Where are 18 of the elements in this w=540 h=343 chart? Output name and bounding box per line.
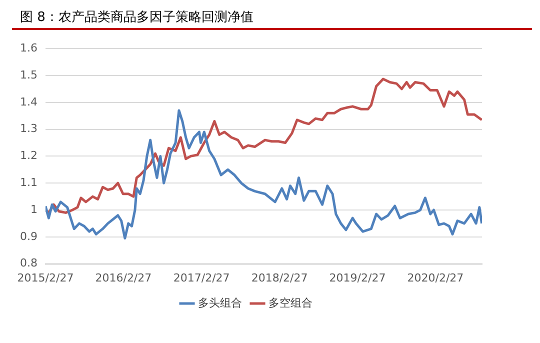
- y-tick-label: 1.4: [20, 95, 38, 108]
- y-tick-label: 1.6: [20, 41, 38, 54]
- y-tick-label: 1: [30, 202, 38, 216]
- x-tick-label: 2017/2/27: [173, 271, 230, 284]
- x-tick-label: 2019/2/27: [329, 271, 386, 284]
- x-tick-label: 2015/2/27: [17, 271, 74, 284]
- y-tick-label: 1.1: [20, 176, 38, 189]
- chart-title: 图 8：农产品类商品多因子策略回测净值: [19, 9, 254, 27]
- legend-label: 多头组合: [198, 296, 242, 310]
- y-tick-label: 1.2: [20, 149, 38, 162]
- x-tick-label: 2020/2/27: [407, 271, 464, 284]
- legend-label: 多空组合: [268, 296, 312, 310]
- y-tick-label: 1.3: [20, 122, 38, 136]
- y-tick-label: 1.5: [20, 68, 38, 82]
- x-tick-label: 2018/2/27: [251, 271, 308, 284]
- x-tick-label: 2016/2/27: [95, 271, 152, 284]
- y-tick-label: 0.9: [20, 230, 38, 243]
- y-tick-label: 0.8: [20, 256, 38, 270]
